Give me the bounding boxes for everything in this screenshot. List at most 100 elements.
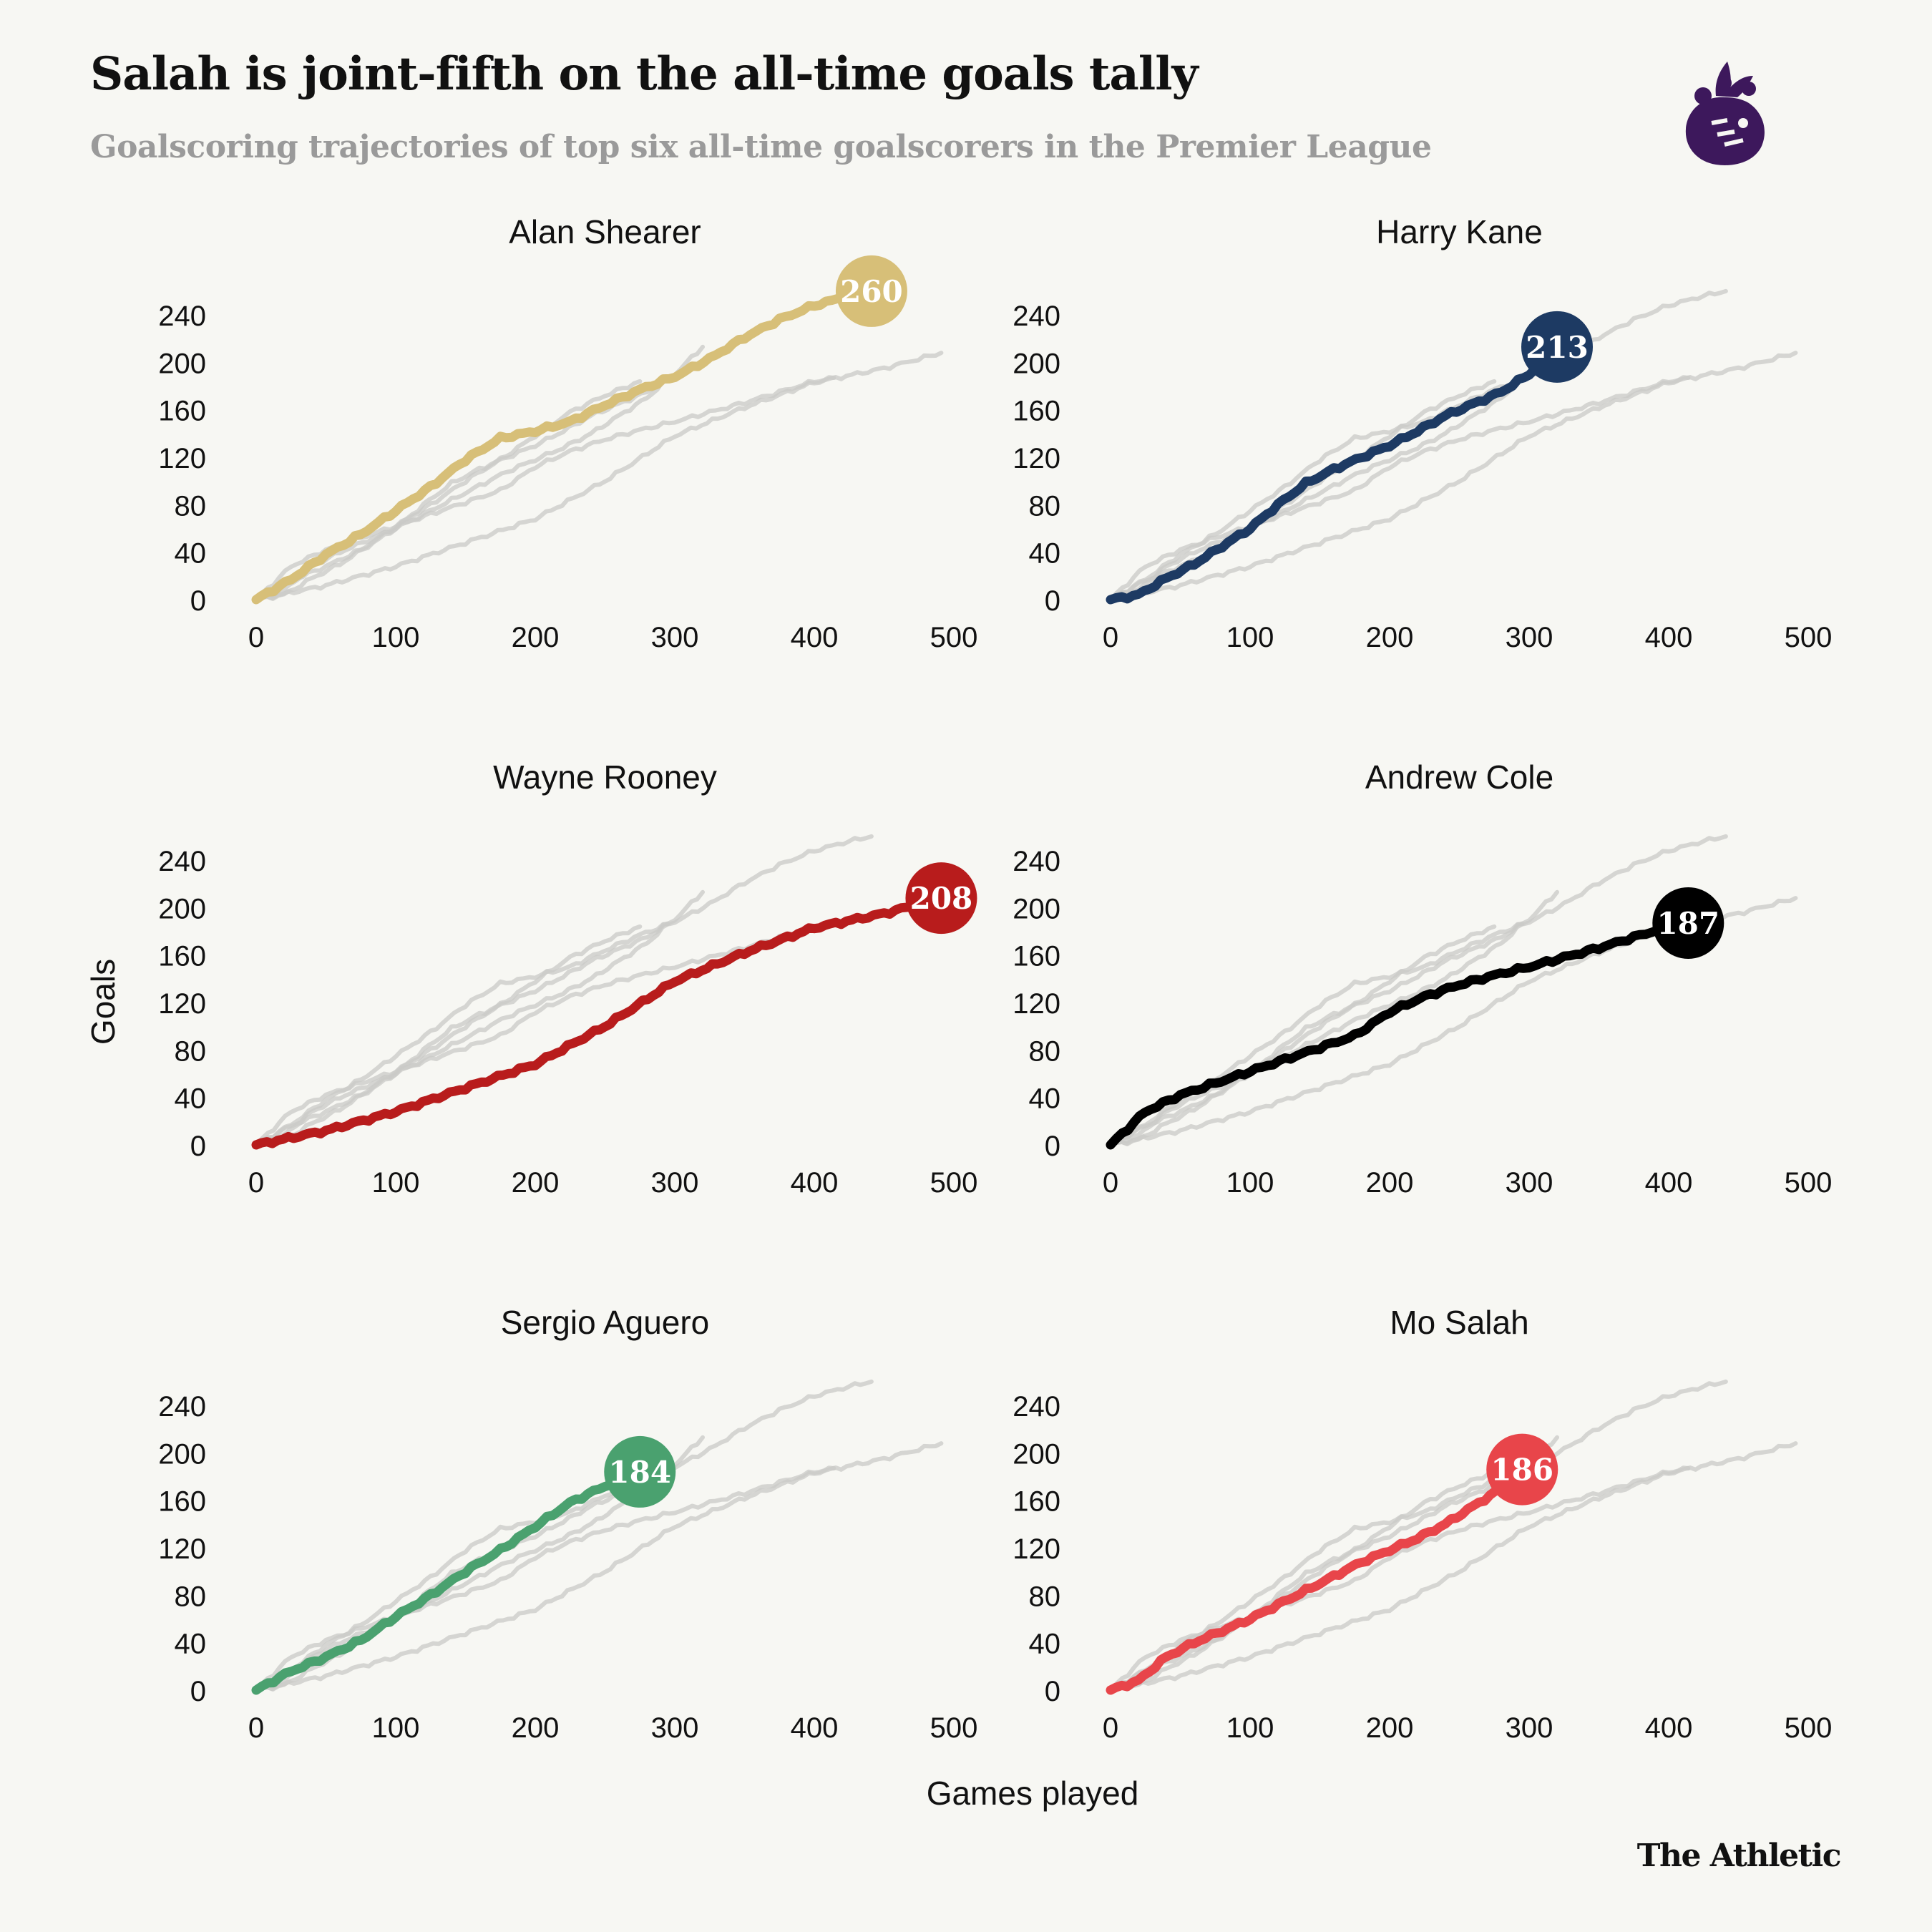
end-point-label: 213 xyxy=(1526,330,1589,365)
end-point-marker xyxy=(1521,311,1593,383)
background-line-sergio-aguero xyxy=(254,379,643,602)
y-tick-label: 80 xyxy=(175,1035,207,1067)
chart-subtitle: Goalscoring trajectories of top six all-… xyxy=(90,129,1432,165)
x-tick-label: 500 xyxy=(930,1712,978,1744)
x-tick-label: 0 xyxy=(1103,1167,1118,1199)
y-tick-label: 160 xyxy=(1013,941,1060,972)
series-line-mo-salah xyxy=(1106,1465,1527,1695)
y-tick-label: 80 xyxy=(1029,1035,1061,1067)
panel-sergio-aguero: Sergio Aguero 0 40 80 120 160 200 240 0 100 200 300… xyxy=(158,1304,977,1744)
y-tick-label: 80 xyxy=(1029,1581,1061,1612)
y-tick-label: 160 xyxy=(158,1486,206,1518)
end-point-label: 260 xyxy=(840,274,903,309)
premier-league-lion-icon xyxy=(1685,62,1765,165)
y-tick-label: 0 xyxy=(190,1131,206,1162)
y-tick-label: 160 xyxy=(1013,1486,1060,1518)
y-tick-label: 120 xyxy=(158,988,206,1020)
x-tick-label: 400 xyxy=(791,622,839,653)
x-tick-label: 0 xyxy=(248,1712,264,1744)
y-tick-label: 200 xyxy=(1013,893,1060,924)
y-tick-label: 40 xyxy=(1029,538,1061,570)
panel-alan-shearer: Alan Shearer 0 40 80 120 160 200 240 0 100 200 300 4… xyxy=(158,213,977,653)
y-tick-label: 120 xyxy=(1013,988,1060,1020)
y-tick-label: 160 xyxy=(1013,396,1060,427)
x-tick-label: 200 xyxy=(512,622,560,653)
x-tick-label: 300 xyxy=(1506,1167,1553,1199)
end-point-label: 208 xyxy=(910,881,973,916)
background-line-wayne-rooney xyxy=(254,1441,944,1692)
y-tick-label: 160 xyxy=(158,941,206,972)
panel-title: Mo Salah xyxy=(1390,1304,1528,1341)
y-tick-label: 80 xyxy=(1029,490,1061,522)
brand-wordmark: The Athletic xyxy=(1636,1838,1842,1874)
y-tick-label: 240 xyxy=(1013,846,1060,877)
x-tick-label: 300 xyxy=(651,1167,699,1199)
panel-harry-kane: Harry Kane 0 40 80 120 160 200 240 0 100 200 300 400… xyxy=(1013,213,1832,653)
y-tick-label: 40 xyxy=(175,1083,207,1115)
y-tick-label: 120 xyxy=(1013,443,1060,474)
y-tick-label: 40 xyxy=(1029,1629,1061,1660)
y-tick-label: 160 xyxy=(158,396,206,427)
x-tick-label: 300 xyxy=(651,622,699,653)
background-line-alan-shearer xyxy=(1108,1379,1728,1692)
x-tick-label: 200 xyxy=(512,1712,560,1744)
background-line-mo-salah xyxy=(1108,376,1525,602)
end-point-marker xyxy=(835,255,907,327)
y-tick-label: 0 xyxy=(190,1676,206,1707)
background-line-alan-shearer xyxy=(1108,288,1728,602)
y-tick-label: 200 xyxy=(158,893,206,924)
end-point-marker xyxy=(1486,1433,1558,1506)
background-line-wayne-rooney xyxy=(1108,351,1798,602)
end-point-label: 187 xyxy=(1657,906,1719,941)
y-tick-label: 200 xyxy=(158,348,206,379)
x-tick-label: 400 xyxy=(1645,622,1693,653)
panel-title: Wayne Rooney xyxy=(493,758,717,796)
background-line-andrew-cole xyxy=(1108,1465,1691,1692)
series-line-alan-shearer xyxy=(251,286,877,605)
y-tick-label: 200 xyxy=(1013,1438,1060,1470)
panel-wayne-rooney: Wayne Rooney 0 40 80 120 160 200 240 0 100 200 300 4… xyxy=(158,758,977,1199)
x-tick-label: 200 xyxy=(1366,1712,1414,1744)
y-tick-label: 0 xyxy=(190,585,206,617)
y-tick-label: 80 xyxy=(175,1581,207,1612)
chart-title: Salah is joint-fifth on the all-time goa… xyxy=(90,47,1199,101)
end-point-label: 184 xyxy=(608,1455,671,1490)
background-line-mo-salah xyxy=(254,922,670,1147)
x-axis-label: Games played xyxy=(927,1775,1139,1812)
x-tick-label: 0 xyxy=(248,1167,264,1199)
x-tick-label: 500 xyxy=(930,1167,978,1199)
series-line-andrew-cole xyxy=(1106,917,1693,1150)
end-point-marker xyxy=(604,1435,676,1508)
background-line-alan-shearer xyxy=(254,834,874,1147)
x-tick-label: 0 xyxy=(1103,1712,1118,1744)
series-line-wayne-rooney xyxy=(251,893,946,1150)
background-line-harry-kane xyxy=(254,889,705,1147)
background-line-alan-shearer xyxy=(254,1379,874,1692)
background-line-wayne-rooney xyxy=(1108,1441,1798,1692)
x-tick-label: 300 xyxy=(1506,1712,1553,1744)
x-tick-label: 100 xyxy=(372,1712,420,1744)
x-tick-label: 500 xyxy=(1785,1167,1833,1199)
end-point-marker xyxy=(905,862,977,935)
series-line-sergio-aguero xyxy=(251,1467,645,1695)
x-tick-label: 200 xyxy=(512,1167,560,1199)
background-line-mo-salah xyxy=(254,1467,670,1692)
panel-title: Alan Shearer xyxy=(509,213,701,250)
panel-andrew-cole: Andrew Cole 0 40 80 120 160 200 240 0 100 200 300 40… xyxy=(1013,758,1832,1199)
y-tick-label: 240 xyxy=(158,1391,206,1423)
background-line-harry-kane xyxy=(1108,1435,1559,1692)
y-tick-label: 240 xyxy=(1013,1391,1060,1423)
y-tick-label: 240 xyxy=(158,846,206,877)
series-line-harry-kane xyxy=(1106,342,1562,605)
x-tick-label: 100 xyxy=(372,622,420,653)
panel-title: Andrew Cole xyxy=(1365,758,1553,796)
x-tick-label: 100 xyxy=(1226,622,1274,653)
background-line-andrew-cole xyxy=(254,1465,836,1692)
y-tick-label: 80 xyxy=(175,490,207,522)
y-tick-label: 200 xyxy=(1013,348,1060,379)
x-tick-label: 0 xyxy=(248,622,264,653)
x-tick-label: 400 xyxy=(791,1712,839,1744)
background-line-mo-salah xyxy=(1108,922,1525,1147)
x-tick-label: 200 xyxy=(1366,622,1414,653)
